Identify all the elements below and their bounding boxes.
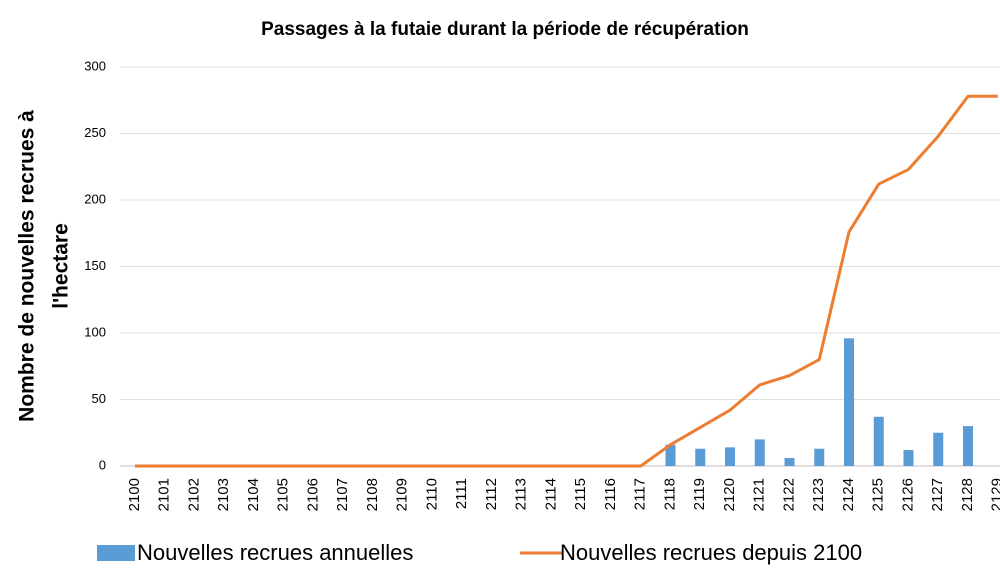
y-tick-label: 0 [99, 457, 106, 472]
x-tick-label: 2114 [542, 478, 559, 510]
bar [933, 432, 944, 466]
legend-label: Nouvelles recrues depuis 2100 [560, 540, 862, 565]
legend-label: Nouvelles recrues annuelles [137, 540, 413, 565]
x-tick-label: 2120 [721, 478, 738, 511]
x-tick-label: 2101 [156, 478, 173, 511]
x-tick-label: 2103 [215, 478, 232, 511]
x-tick-label: 2110 [423, 478, 440, 510]
x-tick-label: 2119 [691, 478, 708, 510]
x-tick-label: 2116 [602, 478, 619, 510]
x-tick-label: 2125 [870, 478, 887, 511]
y-tick-label: 50 [92, 391, 106, 406]
x-tick-label: 2127 [929, 478, 946, 511]
x-tick-label: 2128 [959, 478, 976, 511]
bar [665, 444, 676, 466]
y-tick-label: 200 [84, 191, 106, 206]
y-axis-title-line: l'hectare [50, 223, 73, 309]
legend-swatch [97, 545, 135, 561]
y-tick-label: 300 [84, 58, 106, 73]
x-tick-label: 2124 [840, 478, 857, 511]
x-tick-label: 2108 [364, 478, 381, 511]
x-tick-label: 2113 [513, 478, 530, 510]
x-tick-label: 2122 [780, 478, 797, 511]
x-tick-label: 2129 [989, 478, 1000, 511]
x-tick-label: 2106 [304, 478, 321, 511]
x-tick-label: 2121 [751, 478, 768, 511]
bar [844, 338, 854, 466]
bar [814, 448, 825, 466]
bar [695, 448, 706, 466]
x-tick-label: 2102 [185, 478, 202, 511]
x-tick-label: 2115 [572, 478, 589, 510]
bar [754, 439, 765, 466]
x-tick-label: 2104 [245, 478, 262, 511]
x-tick-label: 2105 [275, 478, 292, 511]
bar [963, 426, 973, 466]
x-tick-label: 2109 [394, 478, 411, 511]
line [135, 94, 998, 468]
y-axis-title: Nombre de nouvelles recrues à l'hectare [16, 110, 73, 422]
y-tick-label: 100 [84, 324, 106, 339]
chart-title: Passages à la futaie durant la période d… [261, 19, 749, 40]
y-axis-title-line: Nombre de nouvelles recrues à [16, 110, 39, 422]
x-tick-label: 2118 [661, 478, 678, 510]
bar [903, 450, 914, 466]
bar [873, 416, 884, 466]
x-tick-label: 2111 [453, 478, 470, 509]
x-tick-label: 2123 [810, 478, 827, 511]
bar [725, 447, 735, 466]
x-tick-label: 2100 [126, 478, 143, 511]
x-tick-label: 2126 [899, 478, 916, 511]
y-tick-label: 250 [84, 125, 106, 140]
bar [784, 458, 795, 466]
y-tick-label: 150 [84, 258, 106, 273]
x-tick-label: 2112 [483, 478, 500, 510]
x-tick-label: 2107 [334, 478, 351, 511]
x-tick-label: 2117 [632, 478, 649, 510]
